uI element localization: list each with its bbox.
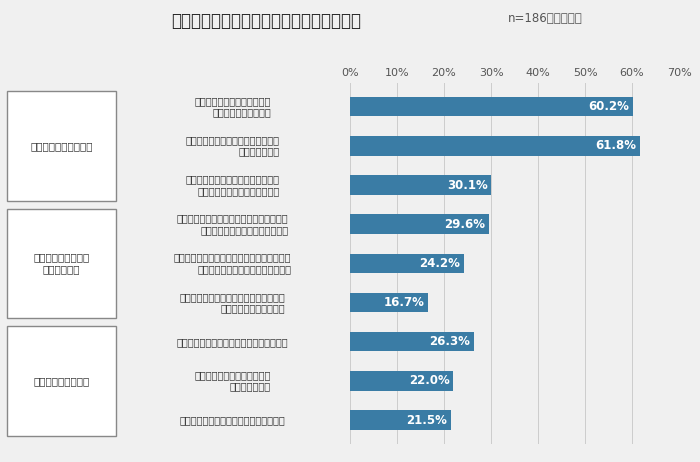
Text: 情報管理体制・セキュリティ対策の整備: 情報管理体制・セキュリティ対策の整備 bbox=[180, 415, 286, 425]
Text: ターゲット情報の減少による広告の
個別最適化の精度低下への対策: ターゲット情報の減少による広告の 個別最適化の精度低下への対策 bbox=[186, 174, 280, 196]
Text: 規制に則ったプライバシーポリシーの整備: 規制に則ったプライバシーポリシーの整備 bbox=[177, 337, 288, 346]
Text: 個人情報取得・利用についてユーザーから
明示的な同意を得る仕組みの整備: 個人情報取得・利用についてユーザーから 明示的な同意を得る仕組みの整備 bbox=[177, 213, 288, 235]
Text: 外部企業とのデータ共有・データ移転の
ための体制・運用の整備: 外部企業とのデータ共有・データ移転の ための体制・運用の整備 bbox=[180, 292, 286, 313]
Text: 22.0%: 22.0% bbox=[409, 374, 449, 387]
Text: 16.7%: 16.7% bbox=[384, 296, 425, 309]
Text: ユーザーからの請求（情報の開示・利用停止
・消去など）に対応する体制の整備: ユーザーからの請求（情報の開示・利用停止 ・消去など）に対応する体制の整備 bbox=[174, 253, 291, 274]
Bar bbox=[350, 254, 463, 273]
Text: 規制に関する法律など情報の
キャッチアップ: 規制に関する法律など情報の キャッチアップ bbox=[195, 370, 271, 392]
Bar bbox=[350, 136, 640, 156]
Bar bbox=[350, 371, 454, 391]
Text: 60.2%: 60.2% bbox=[588, 100, 629, 113]
Text: 【図】規制強化により生じる業務上の対応: 【図】規制強化により生じる業務上の対応 bbox=[171, 12, 361, 30]
Bar bbox=[350, 410, 451, 430]
Bar bbox=[350, 214, 489, 234]
Text: n=186／複数回答: n=186／複数回答 bbox=[508, 12, 582, 24]
Text: 広告出稿に関する課題: 広告出稿に関する課題 bbox=[30, 141, 92, 151]
Text: 21.5%: 21.5% bbox=[407, 413, 447, 426]
Bar bbox=[350, 97, 633, 116]
Text: データの取得・管理
に関する課題: データの取得・管理 に関する課題 bbox=[33, 253, 90, 274]
Text: ターゲティングできる対象が
減少することへの対策: ターゲティングできる対象が 減少することへの対策 bbox=[195, 96, 271, 117]
Text: 29.6%: 29.6% bbox=[444, 218, 485, 231]
Text: 24.2%: 24.2% bbox=[419, 257, 460, 270]
Bar bbox=[350, 332, 474, 352]
Text: 法的・技術的な課題: 法的・技術的な課題 bbox=[33, 376, 90, 386]
Text: 61.8%: 61.8% bbox=[596, 140, 637, 152]
Text: ターゲット追跡による広告効果測定
の難化への対策: ターゲット追跡による広告効果測定 の難化への対策 bbox=[186, 135, 280, 157]
Bar bbox=[350, 293, 428, 312]
Text: 30.1%: 30.1% bbox=[447, 178, 488, 192]
Text: 26.3%: 26.3% bbox=[429, 335, 470, 348]
Bar bbox=[350, 175, 491, 195]
